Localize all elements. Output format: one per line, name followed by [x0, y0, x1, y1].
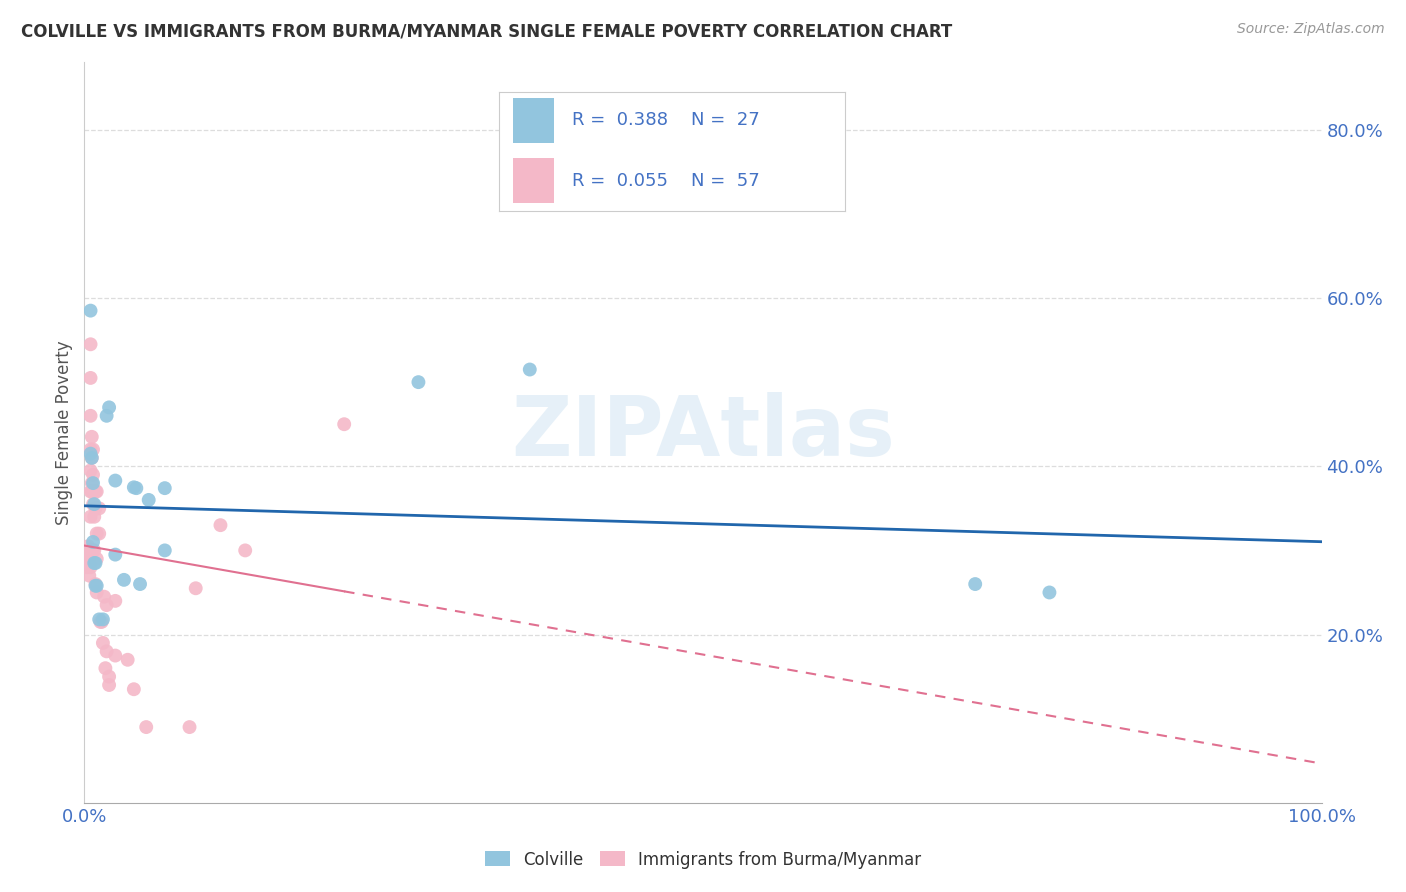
Point: [233, 543, 256, 558]
Point: [80, 450, 103, 465]
Point: [104, 474, 127, 488]
Point: [79, 543, 101, 558]
Point: [965, 577, 987, 591]
Point: [86, 551, 108, 566]
Point: [82, 467, 104, 482]
Point: [83, 556, 105, 570]
Point: [80, 476, 103, 491]
Point: [79, 556, 101, 570]
Point: [519, 362, 541, 376]
Point: [79, 409, 101, 423]
Point: [125, 481, 148, 495]
Point: [76, 560, 98, 574]
Point: [83, 484, 105, 499]
Point: [94, 661, 117, 675]
Point: [79, 337, 101, 351]
Point: [209, 518, 232, 533]
Point: [84, 501, 107, 516]
Point: [82, 442, 104, 457]
Point: [86, 484, 108, 499]
Point: [79, 463, 101, 477]
Point: [122, 682, 145, 697]
Point: [76, 556, 98, 570]
Text: Source: ZipAtlas.com: Source: ZipAtlas.com: [1237, 22, 1385, 37]
Legend: Colville, Immigrants from Burma/Myanmar: Colville, Immigrants from Burma/Myanmar: [485, 850, 921, 869]
Point: [79, 560, 101, 574]
Point: [84, 556, 107, 570]
Point: [76, 556, 98, 570]
Point: [96, 598, 118, 612]
Point: [82, 543, 104, 558]
Point: [80, 484, 103, 499]
Point: [89, 612, 111, 626]
Point: [83, 543, 105, 558]
Point: [84, 484, 107, 499]
Point: [79, 568, 101, 582]
Point: [135, 720, 157, 734]
Point: [96, 409, 118, 423]
Point: [79, 442, 101, 457]
Point: [80, 430, 103, 444]
Text: ZIPAtlas: ZIPAtlas: [510, 392, 896, 473]
Point: [91, 612, 114, 626]
Point: [129, 577, 152, 591]
Point: [79, 509, 101, 524]
Point: [153, 481, 176, 495]
Y-axis label: Single Female Poverty: Single Female Poverty: [55, 341, 73, 524]
Point: [117, 653, 139, 667]
Point: [98, 678, 121, 692]
Point: [98, 670, 121, 684]
Point: [79, 447, 101, 461]
Point: [89, 501, 111, 516]
Point: [184, 581, 207, 595]
Point: [408, 375, 430, 389]
Point: [77, 551, 100, 566]
Point: [86, 579, 108, 593]
Point: [153, 543, 176, 558]
Point: [1038, 585, 1060, 599]
Point: [91, 636, 114, 650]
Point: [93, 590, 115, 604]
Point: [79, 484, 101, 499]
Point: [83, 509, 105, 524]
Point: [79, 548, 101, 562]
Point: [89, 526, 111, 541]
Point: [104, 548, 127, 562]
Point: [112, 573, 135, 587]
Point: [89, 615, 111, 629]
Point: [333, 417, 356, 432]
Point: [83, 497, 105, 511]
Point: [104, 648, 127, 663]
Point: [104, 594, 127, 608]
Point: [90, 615, 112, 629]
Point: [79, 371, 101, 385]
Point: [84, 579, 107, 593]
Point: [86, 526, 108, 541]
Point: [82, 476, 104, 491]
Point: [86, 585, 108, 599]
Point: [77, 548, 100, 562]
Point: [82, 497, 104, 511]
Point: [138, 492, 160, 507]
Point: [98, 401, 121, 415]
Point: [179, 720, 201, 734]
Point: [96, 644, 118, 658]
Point: [80, 450, 103, 465]
Point: [84, 577, 107, 591]
Point: [122, 480, 145, 494]
Point: [79, 303, 101, 318]
Point: [82, 535, 104, 549]
Point: [77, 539, 100, 553]
Text: COLVILLE VS IMMIGRANTS FROM BURMA/MYANMAR SINGLE FEMALE POVERTY CORRELATION CHAR: COLVILLE VS IMMIGRANTS FROM BURMA/MYANMA…: [21, 22, 952, 40]
